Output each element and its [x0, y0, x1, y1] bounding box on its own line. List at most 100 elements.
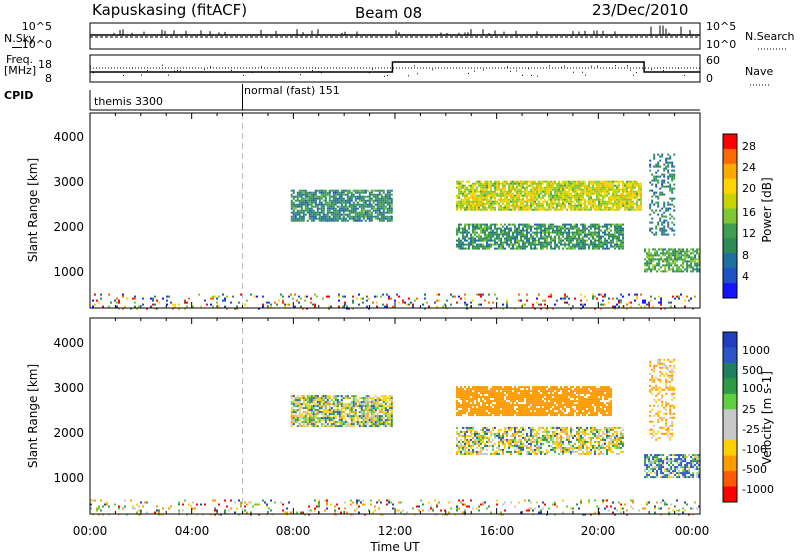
power-cells-cell [653, 233, 656, 236]
vel-cells-cell [468, 388, 470, 391]
power-cells-cell [356, 195, 359, 198]
vel-cells-cell [100, 509, 102, 512]
power-cells-cell [474, 247, 476, 250]
power-cells-cell [680, 252, 683, 255]
power-cells-cell [504, 223, 506, 226]
power-cells-cell [394, 299, 396, 302]
power-cells-cell [678, 252, 681, 255]
power-cells-cell [470, 196, 472, 199]
power-cells-cell [554, 225, 556, 228]
vel-cells-cell [310, 417, 313, 420]
power-cells-cell [684, 256, 687, 259]
power-cells-cell [572, 182, 574, 185]
power-cells-cell [302, 307, 304, 310]
vel-cells-cell [374, 403, 377, 406]
power-cells-cell [564, 293, 566, 296]
power-cells-cell [544, 303, 546, 306]
power-cells-cell [564, 186, 566, 189]
vel-cells-cell [292, 403, 295, 406]
power-cells-cell [602, 295, 604, 298]
vel-cells-cell [458, 499, 460, 502]
power-cells-cell [362, 297, 364, 300]
power-cells-cell [336, 197, 339, 200]
power-cells-cell [616, 237, 618, 240]
power-cells-cell [630, 198, 632, 201]
vel-cells-cell [370, 399, 373, 402]
power-cells-cell [154, 303, 156, 306]
vel-cells-cell [356, 501, 358, 504]
power-cells-cell [518, 231, 520, 234]
vel-cells-cell [654, 507, 656, 510]
power-cells-cell [672, 254, 675, 257]
power-cells-cell [488, 200, 490, 203]
vel-cells-cell [460, 392, 462, 395]
vel-cells-cell [384, 397, 387, 400]
vel-cells-cell [356, 399, 359, 402]
power-cells-cell [672, 248, 675, 251]
power-cells-cell [614, 180, 616, 183]
power-cells-cell [580, 194, 582, 197]
vel-cells-cell [462, 392, 464, 395]
vel-cells-cell [604, 499, 606, 502]
vel-cells-cell [360, 411, 363, 414]
vel-cells-cell [416, 505, 418, 508]
vel-cells-cell [496, 392, 498, 395]
power-cells-cell [514, 196, 516, 199]
power-cells-cell [386, 189, 389, 192]
power-cells-cell [604, 192, 606, 195]
power-cells-cell [330, 199, 333, 202]
power-cells-cell [504, 237, 506, 240]
vel-cells-cell [436, 503, 438, 506]
vel-cells-cell [482, 410, 484, 413]
power-cells-cell [524, 223, 526, 226]
power-cells-cell [667, 223, 670, 226]
power-cells-cell [464, 301, 466, 304]
power-cells-cell [554, 247, 556, 250]
power-cells-cell [342, 295, 344, 298]
power-cells-cell [649, 169, 652, 172]
power-cells-cell [302, 197, 305, 200]
power-cells-cell [648, 258, 651, 261]
power-cells-cell [560, 225, 562, 228]
vel-cells-cell [264, 501, 266, 504]
vel-cells-cell [308, 505, 310, 508]
power-cells-cell [658, 258, 661, 261]
power-cells-cell [476, 243, 478, 246]
power-cells-cell [564, 297, 566, 300]
power-cells-cell [472, 229, 474, 232]
vel-cells-cell [626, 509, 628, 512]
power-cells-cell [636, 293, 638, 296]
power-cells-cell [612, 233, 614, 236]
vel-cells-cell [370, 415, 373, 418]
power-cells-cell [438, 299, 440, 302]
power-cells-cell [338, 191, 341, 194]
vel-cells-cell [478, 406, 480, 409]
nave-dot [468, 72, 469, 74]
power-cells-cell [494, 180, 496, 183]
power-cells-cell [572, 233, 574, 236]
power-cells-cell [296, 197, 299, 200]
power-cells-cell [346, 189, 349, 192]
power-cells-cell [600, 206, 602, 209]
freq-frame [89, 54, 701, 83]
vel-cells-cell [372, 415, 375, 418]
power-cells-cell [494, 237, 496, 240]
power-cells-cell [500, 229, 502, 232]
power-cells-cell [673, 205, 676, 208]
vel-cells-cell [326, 399, 329, 402]
power-cells-cell [663, 173, 666, 176]
vel-cells-cell [422, 509, 424, 512]
vel-cells-cell [138, 509, 140, 512]
power-cells-cell [638, 303, 640, 306]
power-cells-cell [338, 197, 341, 200]
power-cells-cell [564, 188, 566, 191]
power-cells-cell [542, 243, 544, 246]
vel-cells-cell [682, 511, 684, 514]
power-cells-cell [504, 182, 506, 185]
power-cells-cell [678, 258, 681, 261]
power-cells-cell [518, 239, 520, 242]
power-cells-cell [512, 233, 514, 236]
vel-cells-cell [298, 411, 301, 414]
vel-cells-cell [490, 392, 492, 395]
power-cells-cell [546, 237, 548, 240]
